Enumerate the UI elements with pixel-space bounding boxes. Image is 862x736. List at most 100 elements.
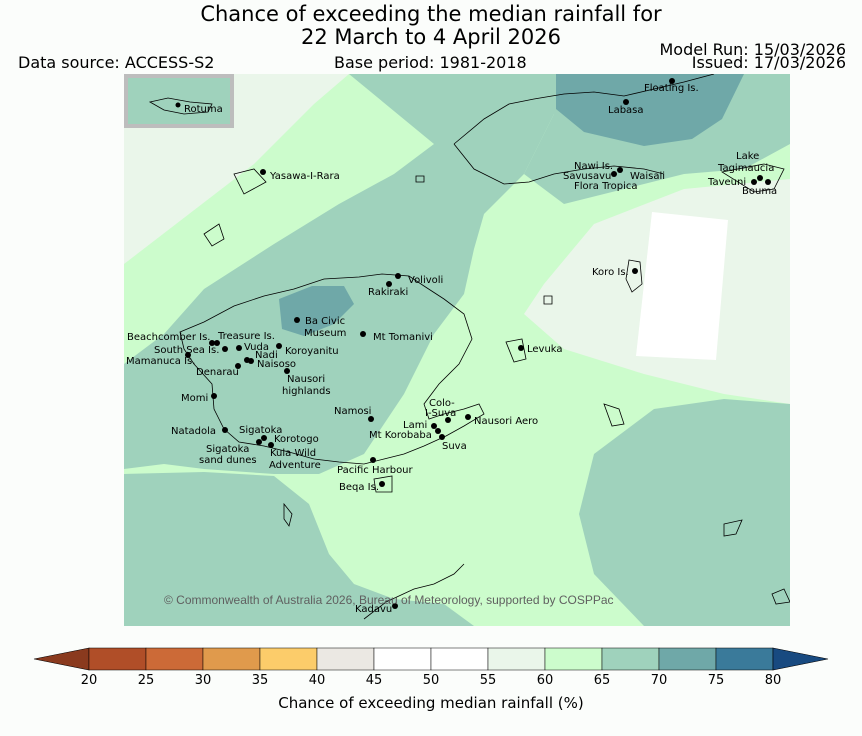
place-label: Taveuni [707, 177, 746, 188]
place-label: Nawi Is. [574, 161, 613, 172]
place-label: Nausori Aero [474, 416, 538, 427]
place-label: Savusavu [563, 171, 611, 182]
coast-vanua-levu-south [453, 143, 665, 185]
place-label: Ba Civic [305, 316, 345, 327]
base-period-text: Base period: 1981-2018 [334, 53, 527, 72]
place-label: Lami [403, 420, 427, 431]
colorbar-segment [658, 647, 717, 671]
colorbar-segment [601, 647, 660, 671]
place-label: Namosi [334, 406, 371, 417]
place-label: I-Suva [425, 408, 456, 419]
colorbar-segment [715, 647, 774, 671]
colorbar-extend-high [772, 647, 829, 671]
colorbar-graphic [33, 647, 829, 671]
place-markers [185, 78, 771, 609]
place-label: Pacific Harbour [337, 465, 414, 476]
place-label: Floating Is. [644, 83, 699, 94]
coast-lau-1 [603, 403, 625, 427]
place-label: Momi [181, 393, 208, 404]
place-label: Mamanuca Is. [126, 356, 195, 367]
coast-vatulele [283, 502, 293, 527]
model-run-text: Model Run: 15/03/2026 [659, 40, 847, 59]
coast-beqa [373, 475, 393, 493]
place-label: Colo- [429, 398, 455, 409]
colorbar-segment [145, 647, 204, 671]
coastlines [179, 74, 790, 620]
place-label: Levuka [527, 344, 563, 355]
coast-vanua-levu-north [453, 74, 715, 145]
coast-yasawa-mid [233, 168, 267, 195]
colorbar-tick-label: 65 [593, 673, 611, 688]
coast-yasawa-south [203, 223, 225, 247]
colorbar-tick-label: 75 [707, 673, 725, 688]
coast-lau-2 [723, 519, 743, 537]
band-50-55-east [636, 212, 728, 360]
coast-kadavu [363, 563, 465, 620]
place-label: Suva [442, 441, 467, 452]
place-label: Mt Korobaba [369, 430, 432, 441]
place-label: highlands [282, 386, 331, 397]
data-source-text: Data source: ACCESS-S2 [18, 53, 215, 72]
map-title-line1: Chance of exceeding the median rainfall … [200, 2, 662, 26]
band-65-70-sw [124, 472, 474, 626]
colorbar-segment [487, 647, 546, 671]
place-label: Bouma [742, 186, 777, 197]
colorbar-tick-label: 60 [536, 673, 554, 688]
place-label: Vuda [244, 342, 269, 353]
place-label: Kadavu [355, 604, 392, 615]
coast-viti-levu [179, 273, 485, 465]
place-label: Adventure [269, 460, 321, 471]
place-label: Lake [736, 151, 759, 162]
colorbar-tick-label: 25 [137, 673, 155, 688]
colorbar-segment [544, 647, 603, 671]
place-label: Natadola [171, 426, 216, 437]
place-label: Mt Tomanivi [373, 332, 433, 343]
colorbar-segment [373, 647, 432, 671]
place-label: Nausori [287, 374, 325, 385]
place-label: Korotogo [274, 434, 319, 445]
colorbar-tick-label: 55 [479, 673, 497, 688]
place-label: Labasa [608, 105, 644, 116]
band-65-70-se [579, 399, 790, 626]
place-labels: Floating Is. Labasa Yasawa-I-Rara Nawi I… [126, 83, 777, 615]
colorbar-tick-label: 30 [194, 673, 212, 688]
place-label: Kula Wild [270, 448, 316, 459]
map-title-line2: 22 March to 4 April 2026 [301, 25, 561, 49]
place-label: Waisali [630, 171, 665, 182]
coast-lau-3 [771, 588, 790, 605]
colorbar-tick-label: 70 [650, 673, 668, 688]
colorbar-segment [316, 647, 375, 671]
place-label: South Sea Is. [154, 345, 219, 356]
place-label: Treasure Is. [217, 331, 275, 342]
colorbar-tick-label: 80 [764, 673, 782, 688]
colorbar-segment [430, 647, 489, 671]
place-label: Sigatoka [239, 425, 282, 436]
rotuma-inset: Rotuma [124, 74, 234, 128]
colorbar-segment [88, 647, 147, 671]
place-label: Volivoli [408, 275, 443, 286]
colorbar-tick-label: 20 [80, 673, 98, 688]
colorbar-label: Chance of exceeding median rainfall (%) [278, 694, 584, 712]
band-70-75-ne [556, 74, 744, 146]
place-label: Tagimaucia [717, 163, 774, 174]
place-label: Koro Is. [592, 267, 629, 278]
place-label: Denarau [196, 367, 239, 378]
colorbar-tick-label: 50 [422, 673, 440, 688]
colorbar-tick-label: 45 [365, 673, 383, 688]
coast-taveuni [720, 163, 785, 193]
coast-islet-1 [415, 175, 425, 183]
place-label: Museum [304, 328, 346, 339]
place-label: Flora Tropica [574, 181, 637, 192]
rainfall-map: Rotuma Floating Is. Labasa Yasawa-I-Rara… [124, 74, 790, 626]
place-label: sand dunes [199, 455, 257, 466]
colorbar-segment [202, 647, 261, 671]
place-label: Koroyanitu [285, 346, 339, 357]
colorbar: 20 25 30 35 40 45 50 55 60 65 70 75 80 Chance of exc… [0, 640, 862, 736]
place-label: Beachcomber Is. [127, 332, 210, 343]
inset-label: Rotuma [184, 104, 223, 115]
coast-islet-2 [543, 295, 553, 305]
place-label: Naisoso [257, 359, 296, 370]
colorbar-segment [259, 647, 318, 671]
issued-text: Issued: 17/03/2026 [691, 53, 846, 72]
band-65-70-central [124, 74, 554, 474]
